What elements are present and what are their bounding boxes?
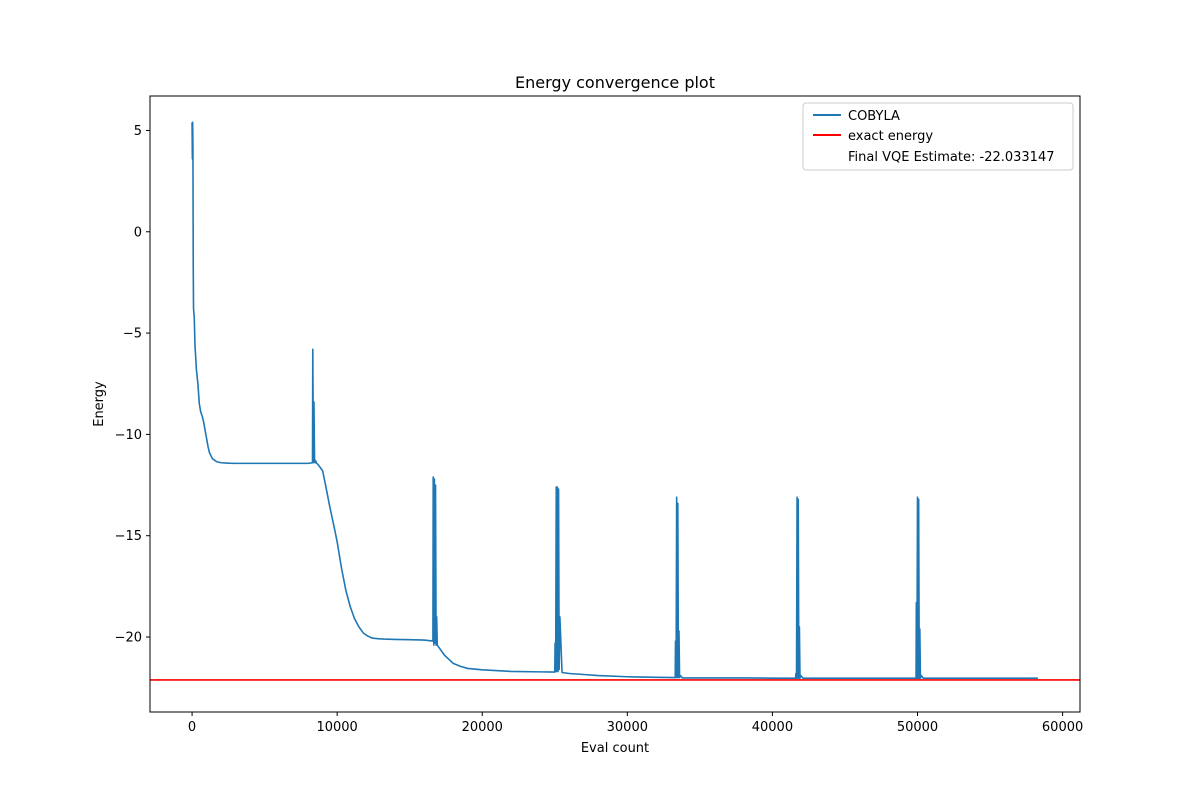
y-axis-label: Energy: [92, 381, 107, 427]
plot-frame: [149, 95, 1081, 713]
y-tick-label: −10: [115, 428, 142, 443]
x-tick-label: 10000: [316, 720, 357, 735]
y-tick-label: −15: [115, 529, 142, 544]
chart-title: Energy convergence plot: [515, 73, 715, 92]
series-line-cobyla: [191, 121, 1038, 680]
x-axis-label: Eval count: [581, 741, 649, 756]
legend-entry-cobyla: COBYLA: [848, 109, 900, 124]
y-tick-label: −20: [115, 631, 142, 646]
y-tick-label: −5: [123, 327, 142, 342]
x-axis: 0 10000 20000 30000 40000 50000 60000: [188, 712, 1083, 735]
plot-content: [150, 121, 1080, 681]
legend-entry-exact-energy: exact energy: [848, 129, 933, 144]
y-tick-label: 5: [134, 124, 142, 139]
legend-box: [802, 102, 1074, 171]
x-tick-label: 60000: [1042, 720, 1083, 735]
x-tick-label: 0: [188, 720, 196, 735]
legend: COBYLA exact energy Final VQE Estimate: …: [802, 102, 1074, 171]
x-tick-label: 20000: [462, 720, 503, 735]
legend-entry-final-estimate: Final VQE Estimate: -22.033147: [848, 150, 1055, 165]
y-tick-label: 0: [134, 225, 142, 240]
y-axis: 5 0 −5 −10 −15 −20: [115, 124, 150, 646]
x-tick-label: 40000: [752, 720, 793, 735]
x-tick-label: 30000: [607, 720, 648, 735]
x-tick-label: 50000: [897, 720, 938, 735]
